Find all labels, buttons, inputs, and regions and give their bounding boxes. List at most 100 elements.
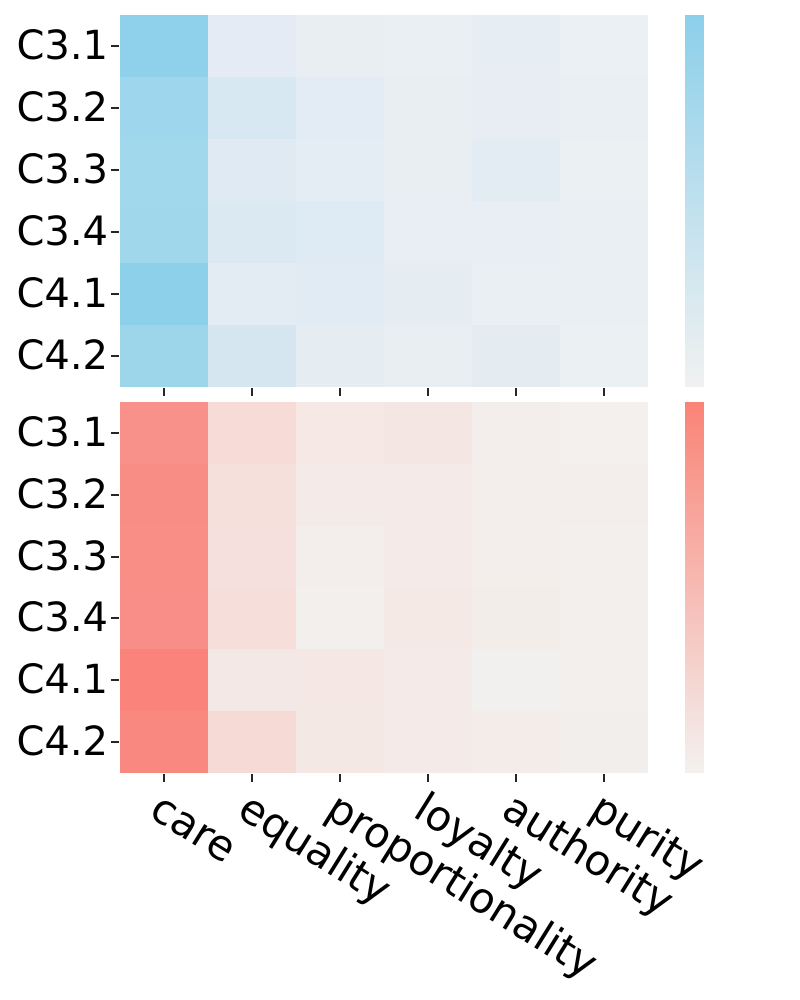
heatmap-cell <box>472 77 560 139</box>
heatmap-cell <box>384 711 472 773</box>
heatmap-cell <box>472 402 560 464</box>
heatmap-cell <box>296 263 384 325</box>
y-tick <box>111 107 119 109</box>
heatmap-cell <box>120 263 208 325</box>
heatmap-cell <box>296 587 384 650</box>
heatmap-cell <box>208 201 296 263</box>
heatmap-cell <box>560 463 648 526</box>
heatmap-blue <box>120 15 648 387</box>
row-label: C3.4 <box>16 209 108 255</box>
heatmap-cell <box>296 525 384 588</box>
heatmap-cell <box>560 525 648 588</box>
heatmap-cell <box>208 325 296 387</box>
heatmap-cell <box>560 201 648 263</box>
heatmap-cell <box>208 139 296 201</box>
x-tick <box>339 388 341 396</box>
heatmap-cell <box>472 649 560 712</box>
x-tick <box>163 774 165 782</box>
heatmap-cell <box>208 77 296 139</box>
heatmap-cell <box>384 15 472 77</box>
heatmap-cell <box>472 525 560 588</box>
x-tick <box>163 388 165 396</box>
x-tick <box>515 388 517 396</box>
y-tick <box>111 45 119 47</box>
heatmap-cell <box>384 201 472 263</box>
heatmap-cell <box>120 587 208 650</box>
x-tick <box>603 388 605 396</box>
heatmap-cell <box>296 711 384 773</box>
heatmap-cell <box>296 201 384 263</box>
heatmap-cell <box>208 402 296 464</box>
x-tick <box>251 388 253 396</box>
heatmap-cell <box>384 463 472 526</box>
heatmap-cell <box>560 711 648 773</box>
row-label: C3.3 <box>16 147 108 193</box>
heatmap-cell <box>560 325 648 387</box>
heatmap-cell <box>208 525 296 588</box>
y-tick <box>111 431 119 434</box>
heatmap-cell <box>296 77 384 139</box>
heatmap-cell <box>120 649 208 712</box>
x-tick <box>339 774 341 782</box>
y-tick <box>111 355 119 357</box>
y-tick <box>111 293 119 295</box>
row-label: C3.1 <box>16 23 108 69</box>
column-label: care <box>142 782 246 873</box>
heatmap-cell <box>384 587 472 650</box>
heatmap-cell <box>296 139 384 201</box>
row-label: C3.2 <box>16 85 108 131</box>
y-tick <box>111 741 119 744</box>
heatmap-cell <box>120 77 208 139</box>
row-label: C3.4 <box>16 595 108 642</box>
heatmap-cell <box>120 525 208 588</box>
heatmap-cell <box>384 525 472 588</box>
row-label: C3.3 <box>16 533 108 580</box>
row-label: C3.1 <box>16 409 108 456</box>
heatmap-cell <box>296 649 384 712</box>
heatmap-cell <box>472 587 560 650</box>
heatmap-cell <box>472 263 560 325</box>
y-tick <box>111 169 119 171</box>
heatmap-cell <box>560 139 648 201</box>
heatmap-cell <box>120 463 208 526</box>
heatmap-cell <box>560 263 648 325</box>
heatmap-cell <box>472 325 560 387</box>
heatmap-cell <box>120 325 208 387</box>
heatmap-cell <box>208 587 296 650</box>
heatmap-cell <box>208 15 296 77</box>
heatmap-cell <box>384 325 472 387</box>
heatmap-red <box>120 402 648 773</box>
heatmap-cell <box>560 649 648 712</box>
heatmap-cell <box>296 463 384 526</box>
heatmap-cell <box>560 77 648 139</box>
heatmap-cell <box>384 649 472 712</box>
heatmap-cell <box>208 711 296 773</box>
x-tick <box>427 388 429 396</box>
heatmap-cell <box>120 15 208 77</box>
heatmap-cell <box>472 15 560 77</box>
y-tick <box>111 493 119 496</box>
row-label: C4.2 <box>16 333 108 379</box>
row-label: C4.2 <box>16 719 108 766</box>
heatmap-cell <box>120 711 208 773</box>
heatmap-cell <box>384 402 472 464</box>
heatmap-cell <box>296 15 384 77</box>
heatmap-cell <box>560 15 648 77</box>
heatmap-cell <box>208 463 296 526</box>
heatmap-cell <box>384 263 472 325</box>
x-tick <box>427 774 429 782</box>
heatmap-cell <box>120 201 208 263</box>
y-tick <box>111 555 119 558</box>
x-tick <box>515 774 517 782</box>
heatmap-cell <box>384 77 472 139</box>
heatmap-cell <box>296 402 384 464</box>
colorbar-red <box>685 402 704 773</box>
heatmap-cell <box>560 587 648 650</box>
heatmap-cell <box>296 325 384 387</box>
y-tick <box>111 679 119 682</box>
row-label: C4.1 <box>16 657 108 704</box>
y-tick <box>111 617 119 620</box>
row-label: C4.1 <box>16 271 108 317</box>
heatmap-cell <box>472 139 560 201</box>
